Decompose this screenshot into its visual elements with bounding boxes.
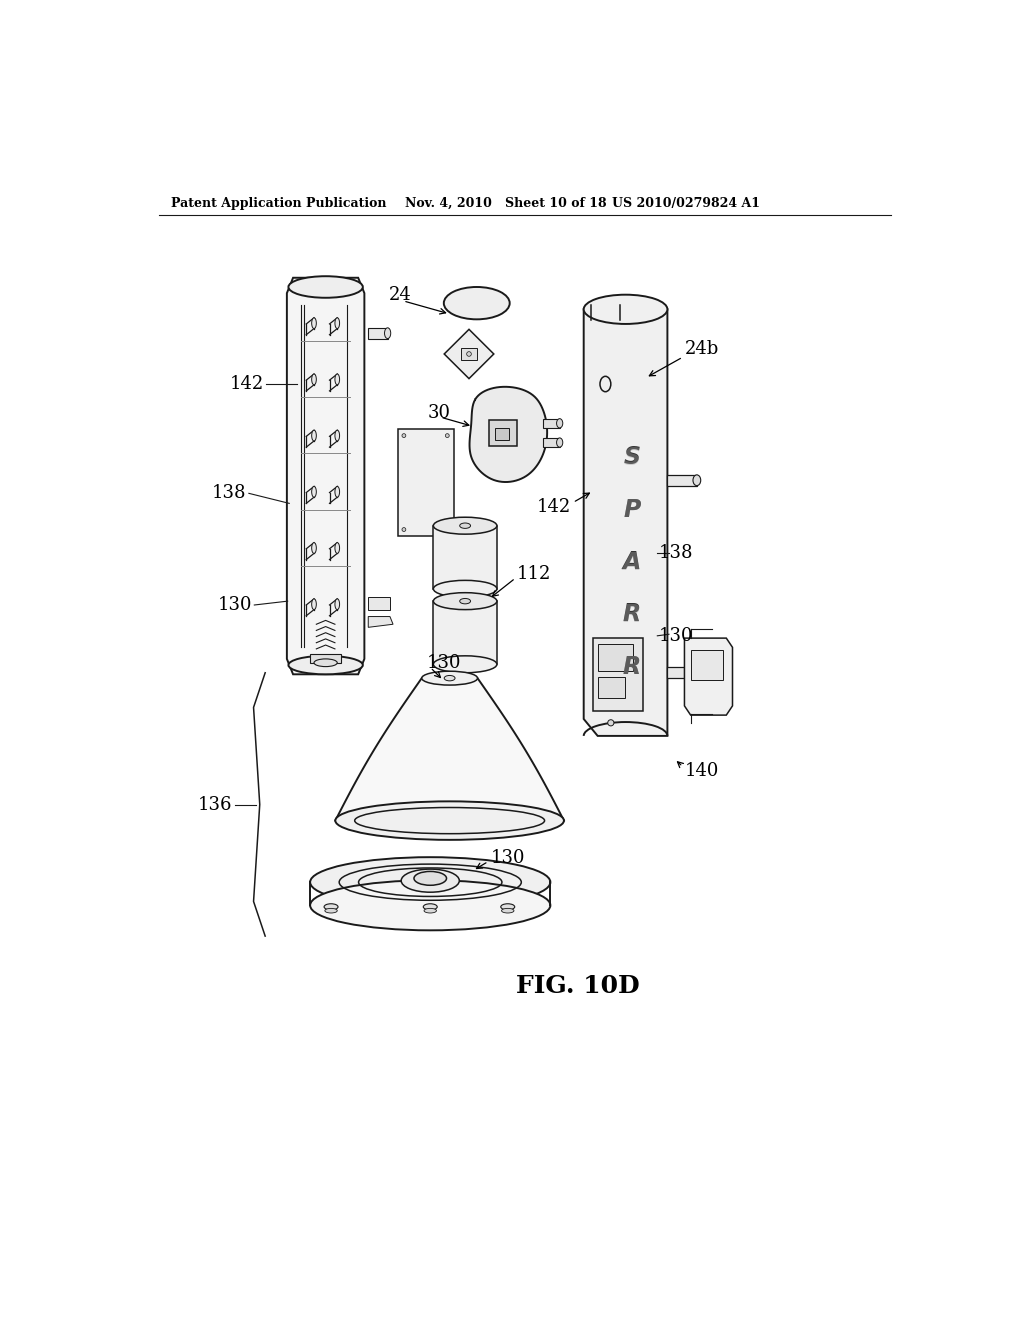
Ellipse shape bbox=[443, 286, 510, 319]
Bar bbox=[668, 475, 697, 486]
Bar bbox=[668, 668, 697, 678]
Bar bbox=[543, 418, 560, 428]
Bar bbox=[593, 638, 643, 711]
Bar bbox=[598, 644, 633, 671]
Text: 24: 24 bbox=[388, 286, 412, 305]
Ellipse shape bbox=[335, 543, 340, 553]
Ellipse shape bbox=[444, 676, 455, 681]
Polygon shape bbox=[584, 309, 668, 737]
Polygon shape bbox=[335, 678, 564, 821]
Polygon shape bbox=[287, 277, 365, 675]
Text: P: P bbox=[623, 498, 640, 521]
Polygon shape bbox=[684, 638, 732, 715]
Text: A: A bbox=[623, 550, 641, 574]
Text: 136: 136 bbox=[198, 796, 232, 814]
Ellipse shape bbox=[335, 430, 340, 441]
Text: R: R bbox=[623, 655, 641, 678]
Bar bbox=[369, 597, 390, 610]
Text: 24b: 24b bbox=[684, 341, 719, 358]
Ellipse shape bbox=[310, 857, 550, 907]
Ellipse shape bbox=[311, 318, 316, 329]
Ellipse shape bbox=[335, 599, 340, 610]
Ellipse shape bbox=[557, 438, 563, 447]
Ellipse shape bbox=[693, 475, 700, 486]
Ellipse shape bbox=[311, 374, 316, 385]
Ellipse shape bbox=[424, 908, 436, 913]
Ellipse shape bbox=[433, 581, 497, 597]
Text: S: S bbox=[624, 445, 640, 469]
Ellipse shape bbox=[335, 801, 564, 840]
Polygon shape bbox=[369, 616, 393, 627]
Text: Patent Application Publication: Patent Application Publication bbox=[171, 197, 386, 210]
Ellipse shape bbox=[401, 869, 460, 892]
Ellipse shape bbox=[335, 374, 340, 385]
Bar bbox=[495, 428, 509, 441]
Ellipse shape bbox=[311, 487, 316, 498]
Ellipse shape bbox=[289, 276, 362, 298]
Ellipse shape bbox=[433, 656, 497, 673]
Ellipse shape bbox=[460, 523, 471, 528]
Text: 130: 130 bbox=[658, 627, 693, 644]
Ellipse shape bbox=[433, 593, 497, 610]
Ellipse shape bbox=[335, 318, 340, 329]
Text: 112: 112 bbox=[517, 565, 552, 583]
Ellipse shape bbox=[311, 543, 316, 553]
Ellipse shape bbox=[433, 517, 497, 535]
Ellipse shape bbox=[335, 487, 340, 498]
Text: Nov. 4, 2010   Sheet 10 of 18: Nov. 4, 2010 Sheet 10 of 18 bbox=[406, 197, 607, 210]
Text: 142: 142 bbox=[229, 375, 263, 393]
Text: 138: 138 bbox=[212, 484, 247, 503]
Bar bbox=[461, 348, 477, 360]
Ellipse shape bbox=[693, 668, 700, 678]
Bar bbox=[369, 327, 388, 339]
Ellipse shape bbox=[402, 528, 406, 532]
Ellipse shape bbox=[289, 656, 362, 675]
Ellipse shape bbox=[325, 908, 337, 913]
Ellipse shape bbox=[445, 528, 450, 532]
Ellipse shape bbox=[445, 434, 450, 437]
Ellipse shape bbox=[414, 871, 446, 886]
Ellipse shape bbox=[557, 418, 563, 428]
Text: FIG. 10D: FIG. 10D bbox=[516, 974, 639, 998]
Ellipse shape bbox=[422, 671, 477, 685]
Ellipse shape bbox=[460, 598, 471, 603]
Text: 130: 130 bbox=[217, 597, 252, 614]
Bar bbox=[543, 438, 560, 447]
Bar bbox=[598, 677, 625, 698]
Ellipse shape bbox=[423, 904, 437, 909]
Text: R: R bbox=[623, 603, 641, 627]
Text: A: A bbox=[623, 550, 641, 574]
Text: R: R bbox=[623, 655, 641, 680]
Polygon shape bbox=[470, 387, 547, 482]
Text: S: S bbox=[624, 446, 640, 470]
Ellipse shape bbox=[584, 294, 668, 323]
Bar bbox=[397, 429, 454, 536]
Ellipse shape bbox=[310, 880, 550, 931]
Ellipse shape bbox=[314, 659, 337, 667]
Text: R: R bbox=[623, 602, 641, 626]
Bar bbox=[433, 601, 497, 664]
Ellipse shape bbox=[607, 719, 614, 726]
Bar bbox=[310, 653, 341, 663]
Ellipse shape bbox=[324, 904, 338, 909]
Ellipse shape bbox=[501, 904, 515, 909]
Ellipse shape bbox=[385, 327, 391, 339]
Ellipse shape bbox=[311, 599, 316, 610]
Bar bbox=[489, 420, 517, 446]
Text: US 2010/0279824 A1: US 2010/0279824 A1 bbox=[612, 197, 761, 210]
Text: 130: 130 bbox=[490, 849, 525, 866]
Text: P: P bbox=[623, 498, 640, 523]
Text: 130: 130 bbox=[426, 653, 461, 672]
Polygon shape bbox=[444, 330, 494, 379]
Ellipse shape bbox=[311, 430, 316, 441]
Text: 138: 138 bbox=[658, 544, 693, 562]
Text: 30: 30 bbox=[427, 404, 451, 421]
Text: 142: 142 bbox=[537, 498, 571, 516]
Ellipse shape bbox=[467, 351, 471, 356]
Ellipse shape bbox=[502, 908, 514, 913]
Bar bbox=[433, 525, 497, 589]
Bar bbox=[690, 649, 723, 681]
Text: 140: 140 bbox=[684, 762, 719, 780]
Ellipse shape bbox=[402, 434, 406, 437]
